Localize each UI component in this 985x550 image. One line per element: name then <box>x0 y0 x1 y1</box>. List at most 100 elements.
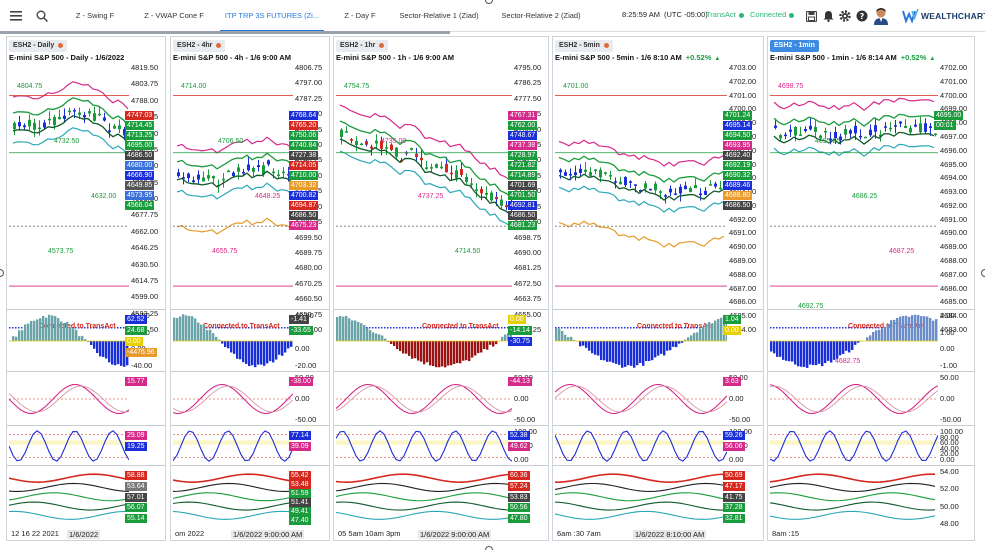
session-marker <box>501 327 503 329</box>
pane-divider[interactable] <box>553 425 763 426</box>
tab-vwap-cone[interactable]: Z - VWAP Cone F <box>144 11 204 20</box>
pane-divider[interactable] <box>334 371 548 372</box>
pane-divider[interactable] <box>7 309 165 310</box>
indicator-pane-1[interactable] <box>9 311 129 371</box>
axis-tick-label: 1.00 <box>940 327 955 337</box>
pane-divider[interactable] <box>171 425 329 426</box>
chart-tab[interactable]: ESH2 - 1hr <box>336 40 389 52</box>
time-axis[interactable]: 12 16 22 2021 <box>11 529 59 538</box>
price-axis[interactable]: 4702.004701.004700.004699.004698.004697.… <box>938 63 972 335</box>
indicator-pane-4[interactable] <box>336 467 512 529</box>
pane-divider[interactable] <box>334 309 548 310</box>
tab-sector-relative-1[interactable]: Sector-Relative 1 (Ziad) <box>399 11 479 20</box>
right-resize-handle[interactable] <box>981 269 985 277</box>
pane-divider[interactable] <box>171 309 329 310</box>
price-tag: 4728.97 <box>508 151 538 160</box>
chart-tab[interactable]: ESH2 - Daily <box>9 40 68 52</box>
candle-body <box>360 143 363 146</box>
indicator-pane-2[interactable] <box>9 373 129 425</box>
pane-divider[interactable] <box>553 371 763 372</box>
histogram-bar <box>672 341 675 347</box>
pane-divider[interactable] <box>768 309 974 310</box>
indicator-pane-1[interactable] <box>555 311 727 371</box>
tab-day[interactable]: Z - Day F <box>344 11 376 20</box>
chart-panel-2[interactable]: ESH2 - 4hr E-mini S&P 500 - 4h - 1/6 9:00… <box>170 36 330 541</box>
gear-icon[interactable] <box>835 6 855 26</box>
pane-divider[interactable] <box>334 425 548 426</box>
pane-divider[interactable] <box>768 425 974 426</box>
candle-body <box>814 126 817 132</box>
indicator-pane-4[interactable] <box>555 467 727 529</box>
histogram-bar <box>212 333 215 341</box>
indicator-pane-2[interactable] <box>555 373 727 425</box>
chart-panel-3[interactable]: ESH2 - 1hr E-mini S&P 500 - 1h - 1/6 9:00… <box>333 36 549 541</box>
chart-tab[interactable]: ESH2 - 1min <box>770 40 819 52</box>
save-icon[interactable] <box>801 6 821 26</box>
search-icon[interactable] <box>32 6 52 26</box>
pane-divider[interactable] <box>7 425 165 426</box>
price-chart[interactable] <box>173 63 293 335</box>
stochastic-line <box>336 430 512 462</box>
transact-status[interactable]: TransAct <box>706 10 744 19</box>
ema-fast-line <box>558 155 725 183</box>
left-resize-handle[interactable] <box>0 269 4 277</box>
price-chart[interactable] <box>555 63 727 335</box>
indicator-pane-1[interactable] <box>336 311 512 371</box>
time-axis[interactable]: om 2022 <box>175 529 205 538</box>
help-icon[interactable]: ? <box>852 6 872 26</box>
price-chart[interactable] <box>336 63 512 335</box>
time-axis[interactable]: 8am :15 <box>772 529 800 538</box>
pane-divider[interactable] <box>768 371 974 372</box>
session-marker <box>821 327 823 329</box>
histogram-bar <box>224 341 227 348</box>
price-tag: 4747.03 <box>125 111 155 120</box>
bell-icon[interactable] <box>818 6 838 26</box>
time-axis[interactable]: 6am :30 7am <box>557 529 601 538</box>
pane-divider[interactable] <box>768 465 974 466</box>
indicator-pane-3[interactable] <box>770 427 938 465</box>
indicator-pane-3[interactable] <box>336 427 512 465</box>
tab-scrollbar[interactable] <box>0 31 450 34</box>
indicator-pane-4[interactable] <box>9 467 129 529</box>
pane-divider[interactable] <box>7 371 165 372</box>
indicator-pane-1[interactable] <box>173 311 293 371</box>
tab-itp-trp-futures[interactable]: ITP TRP 3S FUTURES (Zi... <box>220 0 324 32</box>
pane-divider[interactable] <box>171 465 329 466</box>
chart-panel-4[interactable]: ESH2 - 5min E-mini S&P 500 - 5min - 1/6 8… <box>552 36 764 541</box>
candle-body <box>460 169 463 175</box>
indicator-pane-1[interactable] <box>770 311 938 371</box>
histogram-bar <box>465 341 468 361</box>
indicator-pane-4[interactable] <box>770 467 938 529</box>
indicator-pane-2[interactable] <box>336 373 512 425</box>
session-marker <box>93 327 95 329</box>
pane-divider[interactable] <box>171 371 329 372</box>
hamburger-icon[interactable] <box>6 6 26 26</box>
indicator-value-tag: 51.41 <box>289 498 311 507</box>
avatar[interactable] <box>871 6 891 26</box>
chart-panel-5[interactable]: ESH2 - 1min E-mini S&P 500 - 1min - 1/6 8… <box>767 36 975 541</box>
price-chart[interactable] <box>9 63 129 335</box>
indicator-pane-2[interactable] <box>173 373 293 425</box>
indicator-pane-4[interactable] <box>173 467 293 529</box>
pane-divider[interactable] <box>553 309 763 310</box>
pane-divider[interactable] <box>553 465 763 466</box>
bottom-resize-handle[interactable] <box>485 546 493 550</box>
tab-sector-relative-2[interactable]: Sector-Relative 2 (Ziad) <box>501 11 581 20</box>
histogram-bar <box>197 322 200 341</box>
chart-tab[interactable]: ESH2 - 4hr <box>173 40 226 52</box>
indicator-pane-3[interactable] <box>173 427 293 465</box>
indicator-pane-2[interactable] <box>770 373 938 425</box>
time-axis[interactable]: 05 5am 10am 3pm <box>338 529 401 538</box>
chart-tab[interactable]: ESH2 - 5min <box>555 40 613 52</box>
session-marker <box>809 327 811 329</box>
chart-panel-1[interactable]: ESH2 - Daily E-mini S&P 500 - Daily - 1/6… <box>6 36 166 541</box>
indicator-pane-3[interactable] <box>555 427 727 465</box>
tab-swing[interactable]: Z - Swing F <box>75 11 115 20</box>
indicator-pane-3[interactable] <box>9 427 129 465</box>
pane-divider[interactable] <box>7 465 165 466</box>
axis-tick-label: 4701.00 <box>729 90 757 100</box>
pane-divider[interactable] <box>334 465 548 466</box>
session-marker <box>860 327 862 329</box>
price-chart[interactable] <box>770 63 938 335</box>
level-annotation: 4706.50 <box>218 138 244 145</box>
